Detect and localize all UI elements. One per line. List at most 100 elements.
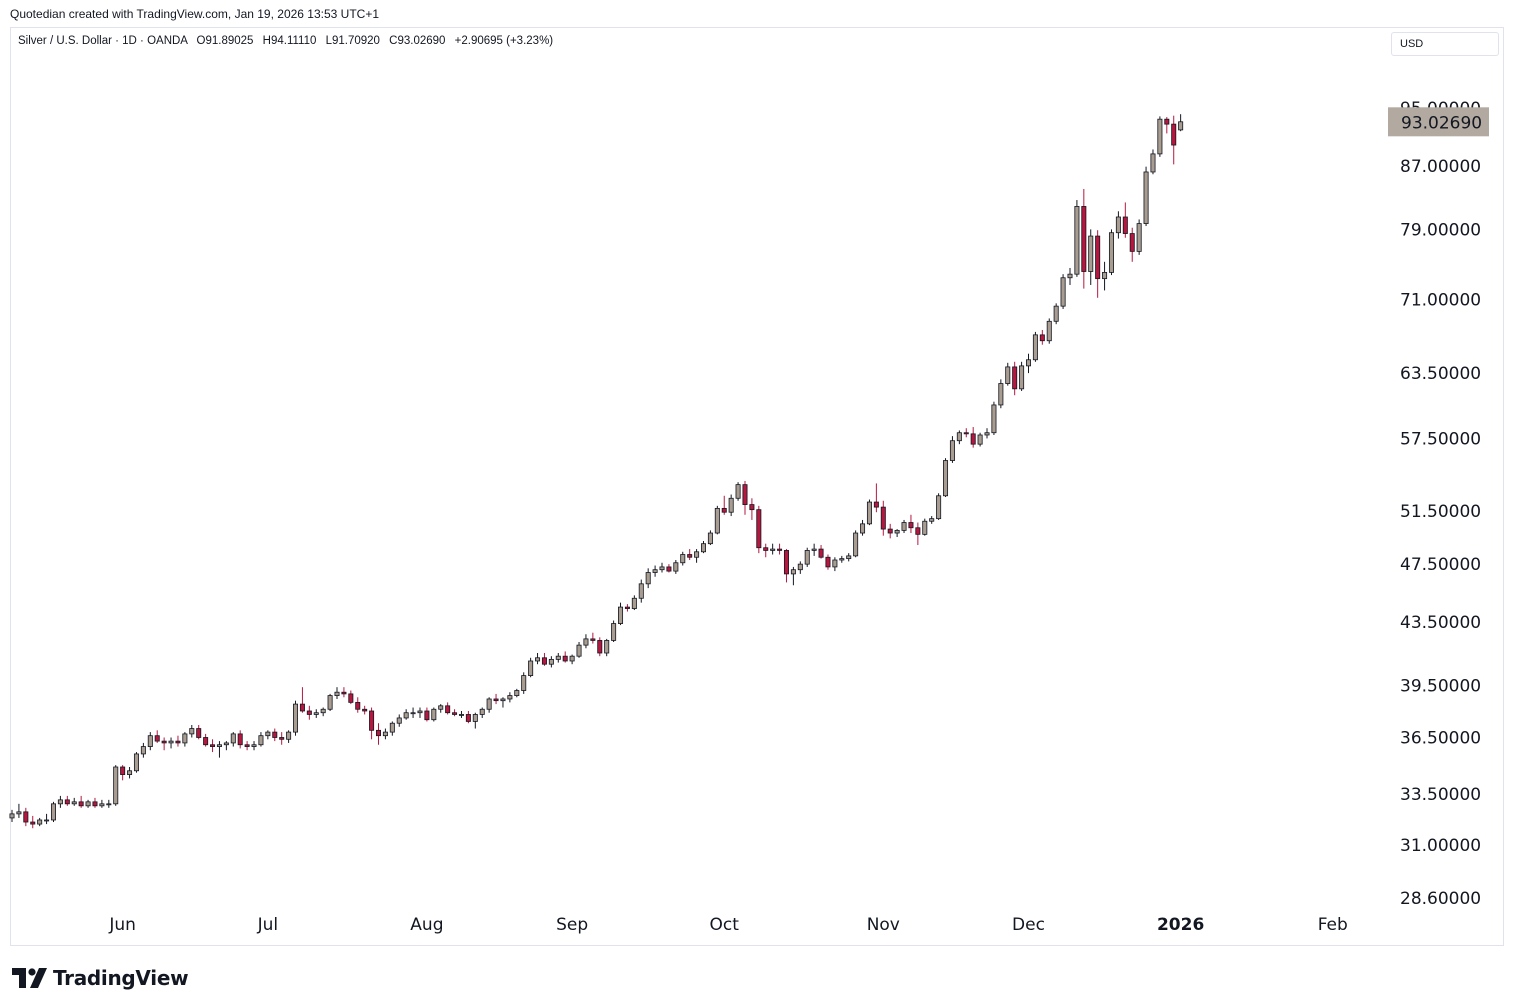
candle (1012, 361, 1018, 396)
candle (811, 543, 817, 556)
candle (1019, 361, 1025, 391)
candle (362, 705, 368, 715)
candle-body-down (493, 698, 499, 702)
candle-body-up (611, 623, 617, 641)
candle-body-down (1171, 123, 1177, 146)
candle (908, 514, 914, 534)
currency-selector[interactable]: USD (1391, 32, 1499, 56)
candle-body-up (396, 717, 402, 724)
candle (1150, 149, 1156, 175)
candle (839, 555, 845, 563)
candle-body-down (445, 705, 451, 714)
candle-body-up (9, 813, 15, 819)
candle-body-up (528, 660, 534, 676)
candle (1108, 229, 1114, 276)
candle (1088, 229, 1094, 285)
candle (306, 705, 312, 720)
candle (1005, 362, 1011, 386)
candle-body-down (306, 710, 312, 715)
candle-body-up (929, 518, 935, 522)
candle (749, 498, 755, 520)
candle-body-up (1108, 232, 1114, 273)
candle-body-up (389, 722, 395, 733)
candle (922, 518, 928, 536)
candle-body-down (777, 548, 783, 551)
candle (203, 733, 209, 747)
legend-symbol[interactable]: Silver / U.S. Dollar · 1D · OANDA (18, 35, 188, 47)
candle (486, 697, 492, 713)
candle-body-down (161, 740, 167, 744)
candle (189, 724, 195, 738)
candle-body-up (949, 440, 955, 461)
candle-body-up (659, 566, 665, 571)
candle-body-up (984, 432, 990, 436)
candle (860, 519, 866, 536)
y-tick-label: 63.50000 (1400, 364, 1481, 384)
candle-body-down (299, 703, 305, 712)
candlestick-series (9, 114, 1184, 829)
candle-body-up (382, 731, 388, 737)
candle-body-down (196, 728, 202, 738)
candle-body-up (265, 731, 271, 737)
candle (984, 428, 990, 439)
candle-body-down (742, 484, 748, 505)
candle-body-down (355, 701, 361, 710)
candle-body-down (30, 821, 36, 825)
candle (832, 557, 838, 572)
candle-body-up (230, 733, 236, 744)
candle-body-up (770, 548, 776, 551)
candle-body-up (293, 703, 299, 733)
candle (472, 712, 478, 729)
candle (161, 737, 167, 751)
candle (673, 560, 679, 574)
candle-body-up (147, 735, 153, 747)
candle-body-up (50, 803, 56, 821)
candle (147, 732, 153, 751)
candle-body-down (92, 801, 98, 807)
candle-body-down (203, 737, 209, 746)
candle-body-up (555, 655, 561, 660)
candle (182, 732, 188, 747)
candle-body-up (113, 766, 119, 805)
candle-body-down (562, 655, 568, 662)
candle (1046, 318, 1052, 344)
candle (244, 741, 250, 751)
candle-body-up (1019, 365, 1025, 390)
candle-body-up (866, 501, 872, 525)
candle-body-up (327, 695, 333, 710)
candle-body-up (216, 744, 222, 747)
y-axis: 95.0000087.0000079.0000071.0000063.50000… (1400, 99, 1481, 909)
candle-body-down (64, 799, 70, 805)
candle-body-down (78, 801, 84, 807)
candle (1074, 200, 1080, 277)
candle-body-up (956, 432, 962, 442)
candle (804, 547, 810, 567)
candle-body-down (666, 566, 672, 572)
candle (562, 651, 568, 663)
candle (369, 707, 375, 740)
candle (272, 728, 278, 742)
candle-body-up (1157, 118, 1163, 155)
candle (880, 500, 886, 536)
candle (894, 529, 900, 538)
y-tick-label: 51.50000 (1400, 502, 1481, 522)
tradingview-logo[interactable]: TradingView (12, 964, 189, 992)
candle-body-down (272, 731, 278, 738)
y-tick-label: 28.60000 (1400, 889, 1481, 909)
candle (721, 495, 727, 515)
candle-body-up (1088, 235, 1094, 272)
candle (286, 730, 292, 743)
candle-body-up (189, 728, 195, 735)
candle-body-down (210, 744, 216, 747)
candle (638, 579, 644, 603)
candle-body-up (99, 803, 105, 807)
candle (1171, 115, 1177, 165)
candle (1060, 274, 1066, 309)
candle-body-up (604, 640, 610, 654)
candle (1164, 117, 1170, 134)
candle (313, 709, 319, 718)
candle (915, 522, 921, 546)
legend-change: +2.90695 (+3.23%) (454, 35, 554, 47)
candle-body-down (1095, 235, 1101, 280)
